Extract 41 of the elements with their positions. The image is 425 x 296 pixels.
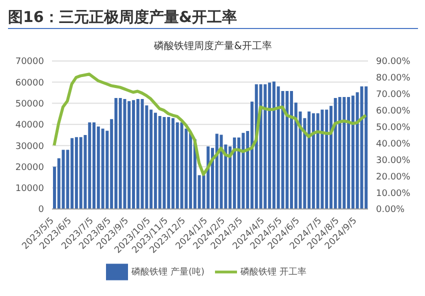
bar: [264, 84, 267, 209]
y-tick-label: 50000: [15, 99, 44, 110]
y-tick-label: 40000: [15, 120, 44, 131]
bar: [79, 137, 82, 209]
bar: [259, 84, 262, 209]
y2-tick-label: 50.00%: [376, 122, 411, 133]
y2-tick-label: 90.00%: [376, 57, 411, 68]
chart-title: 图16：三元正极周度产量&开工率: [8, 8, 418, 29]
y2-tick-label: 60.00%: [376, 106, 411, 117]
bar: [101, 128, 104, 209]
bar: [342, 96, 346, 209]
y2-tick-label: 40.00%: [376, 139, 411, 150]
bar: [158, 116, 162, 209]
bar: [180, 122, 184, 209]
line-series: [52, 72, 368, 176]
y-tick-label: 70000: [15, 57, 44, 68]
y-tick-label: 10000: [15, 184, 44, 194]
bar: [320, 110, 324, 209]
bar: [316, 113, 320, 209]
y2-tick-label: 30.00%: [376, 156, 411, 166]
y2-tick-label: 10.00%: [376, 188, 411, 199]
legend-label: 磷酸铁锂 开工率: [240, 267, 306, 278]
bar: [338, 96, 342, 209]
bar: [162, 117, 166, 209]
bar: [140, 99, 144, 209]
bar: [123, 99, 126, 209]
bar: [62, 150, 65, 209]
y-tick-label: 30000: [15, 142, 44, 152]
y-tick-label: 60000: [15, 78, 44, 88]
y2-tick-label: 70.00%: [376, 90, 411, 100]
y-tick-label: 20000: [15, 162, 44, 173]
legend-label: 磷酸铁锂 产量(吨): [132, 267, 204, 278]
y-tick-label: 0: [38, 205, 44, 216]
bar: [220, 134, 223, 209]
y2-tick-label: 80.00%: [376, 74, 411, 84]
bar: [118, 98, 122, 209]
bar: [242, 132, 245, 209]
chart-subtitle: 磷酸铁锂周度产量&开工率: [153, 40, 273, 53]
y2-tick-label: 0.00%: [376, 205, 406, 216]
y2-tick-label: 20.00%: [376, 172, 411, 182]
bar: [360, 86, 364, 209]
